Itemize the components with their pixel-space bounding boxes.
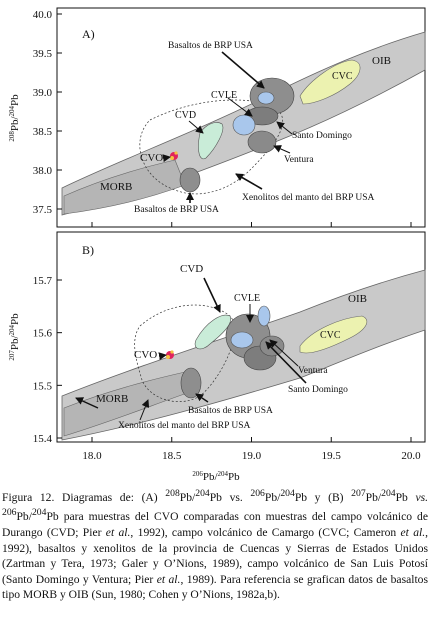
panel-b-label-cvd: CVD (180, 263, 203, 275)
panel-b-label-ventura: Ventura (298, 366, 328, 376)
panel-b-label-santo-domingo: Santo Domingo (288, 385, 348, 395)
panel-a-label-brp-top: Basaltos de BRP USA (168, 41, 253, 51)
panel-a-label-cvd: CVD (175, 110, 196, 121)
panel-b-cvd-field (194, 314, 231, 350)
panel-a-brp-lower (179, 167, 201, 193)
panel-a-arrow-xenolitos (235, 173, 263, 190)
panel-a-label-cvc: CVC (332, 71, 353, 82)
xtick-label: 20.0 (401, 450, 421, 462)
xtick-label: 18.0 (82, 450, 102, 462)
panel-a-ytick-label: 38.0 (33, 165, 53, 177)
panel-b-arrow-ventura (269, 339, 299, 367)
panel-a-label-cvle: CVLE (211, 90, 237, 101)
panel-a-cvd-field (198, 122, 224, 160)
panel-a-label-santo-domingo: Santo Domingo (292, 131, 352, 141)
panel-a-label-xenolitos: Xenolitos del manto del BRP USA (242, 193, 375, 203)
panel-a-label-ventura: Ventura (284, 155, 314, 165)
panel-b-cvo-samples (166, 350, 174, 359)
panel-a-cvo-samples (170, 151, 178, 160)
panel-b-cvle-field-2 (257, 305, 271, 327)
panel-b-brp-lower (180, 367, 202, 399)
panel-b-ventura-field (259, 335, 285, 357)
panel-b-cvle-field (230, 331, 254, 349)
panel-a-ytick-label: 37.5 (33, 204, 53, 216)
panel-a-arrow-ventura (273, 145, 291, 154)
panel-b-arrow-santo-domingo (265, 341, 307, 384)
panel-a-ytick-label: 39.5 (33, 48, 53, 60)
panel-a-cvle-field (257, 91, 275, 105)
panel-b-ytick-label: 15.6 (33, 328, 53, 340)
panel-b-xenolith-field (134, 304, 235, 402)
panel-a-ytick-label: 40.0 (33, 9, 53, 21)
panel-b-label-morb: MORB (96, 393, 128, 405)
panel-a-ytick-label: 38.5 (33, 126, 53, 138)
panel-b-arrow-morb (75, 397, 99, 409)
panel-b-ytick-label: 15.5 (33, 380, 53, 392)
panel-b-arrow-cvo (158, 352, 167, 361)
panel-b-arrow-xenolitos (139, 399, 150, 421)
panel-a-arrow-cvo (162, 154, 171, 163)
panel-a-letter: A) (82, 27, 95, 41)
figure-caption: Figura 12. Diagramas de: (A) 208Pb/204Pb… (2, 488, 429, 602)
panel-a-arrow-cvle (227, 97, 253, 117)
panel-b-letter: B) (82, 243, 94, 257)
panel-a-arrow-brp-top (221, 51, 265, 89)
panel-a-cvle-field-2 (232, 114, 256, 136)
panel-a-ytick-label: 39.0 (33, 87, 53, 99)
panel-a-y-axis: 40.0 39.5 39.0 38.5 38.0 37.5 (33, 9, 62, 216)
panel-a-ylabel: 208Pb/204Pb (8, 94, 21, 142)
panel-b-cvc-field (299, 315, 368, 354)
panel-a-cvc-field (299, 59, 361, 105)
panel-a-arrow-santo-domingo (276, 121, 293, 135)
x-axis: 18.0 18.5 19.0 19.5 20.0 (82, 222, 421, 462)
xtick-label: 19.5 (322, 450, 342, 462)
panel-b-label-oib: OIB (348, 293, 367, 305)
panel-b-y-axis: 15.7 15.6 15.5 15.4 (33, 275, 62, 445)
panel-a-ventura-field (247, 130, 277, 154)
panel-a-label-oib: OIB (372, 55, 391, 67)
panel-b-label-cvle: CVLE (234, 293, 260, 304)
panel-a-label-brp-bottom: Basaltos de BRP USA (134, 205, 219, 215)
panel-b: B) OIB CVC CVLE CVD CVO MORB Basaltos de… (8, 231, 426, 445)
figure-12: A) OIB CVC CVLE CVD CVO MORB Basaltos de… (8, 7, 426, 483)
panel-b-ylabel: 207Pb/204Pb (8, 313, 21, 361)
x-axis-label: 206Pb/204Pb (192, 470, 240, 483)
panel-b-label-cvc: CVC (320, 330, 341, 341)
xtick-label: 18.5 (162, 450, 182, 462)
panel-b-label-xenolitos: Xenolitos del manto del BRP USA (118, 421, 251, 431)
panel-a: A) OIB CVC CVLE CVD CVO MORB Basaltos de… (8, 7, 426, 228)
panel-b-label-brp: Basaltos de BRP USA (188, 406, 273, 416)
panel-b-arrow-cvd (203, 277, 221, 313)
panel-a-arrow-cvd (188, 120, 204, 134)
panel-a-label-cvo: CVO (140, 152, 163, 164)
panel-b-label-cvo: CVO (134, 349, 157, 361)
panel-b-ytick-label: 15.4 (33, 433, 53, 445)
xtick-label: 19.0 (242, 450, 262, 462)
panel-b-ytick-label: 15.7 (33, 275, 53, 287)
panel-b-arrow-brp (195, 393, 209, 403)
panel-a-label-morb: MORB (100, 181, 132, 193)
